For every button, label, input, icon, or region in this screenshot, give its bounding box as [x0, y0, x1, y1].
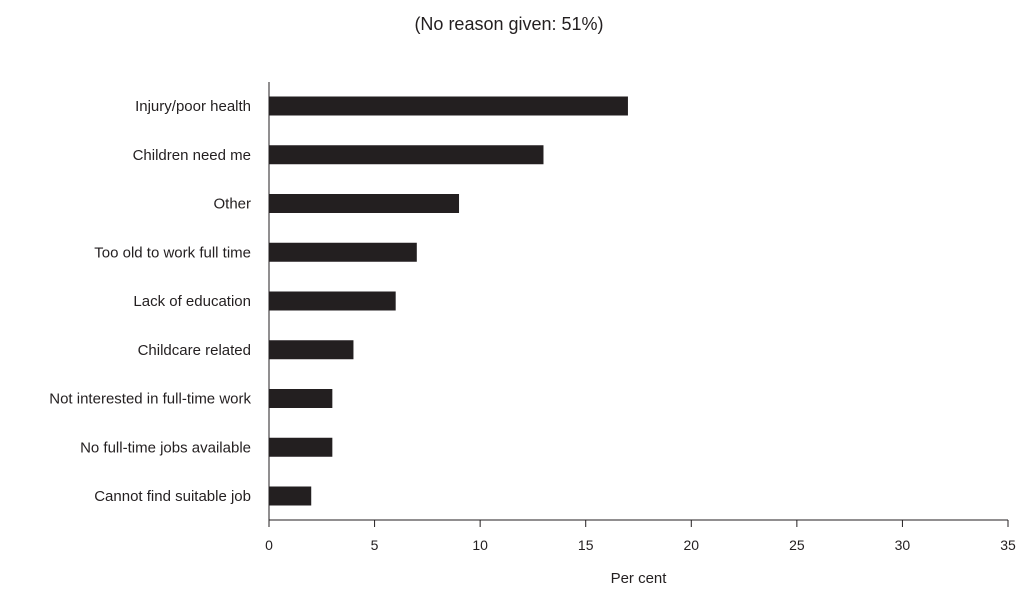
category-label-2: Other: [213, 196, 251, 213]
category-label-1: Children need me: [133, 147, 251, 164]
bar-4: [269, 291, 396, 311]
x-tick-label-0: 0: [265, 537, 273, 553]
category-label-7: No full-time jobs available: [80, 439, 251, 456]
bar-8: [269, 486, 312, 506]
category-label-0: Injury/poor health: [135, 98, 251, 115]
bar-5: [269, 340, 354, 360]
chart-subtitle: (No reason given: 51%): [414, 14, 604, 34]
bar-1: [269, 145, 544, 165]
x-tick-label-5: 25: [789, 537, 805, 553]
x-tick-label-3: 15: [578, 537, 594, 553]
bar-7: [269, 437, 333, 457]
x-axis-label: Per cent: [611, 570, 668, 587]
category-label-8: Cannot find suitable job: [94, 488, 251, 505]
category-label-5: Childcare related: [138, 342, 251, 359]
x-tick-label-6: 30: [895, 537, 911, 553]
x-tick-label-7: 35: [1000, 537, 1016, 553]
bar-6: [269, 389, 333, 408]
x-tick-label-4: 20: [683, 537, 699, 553]
x-tick-label-1: 5: [371, 537, 379, 553]
bar-2: [269, 194, 460, 213]
category-label-4: Lack of education: [133, 293, 251, 310]
bar-0: [269, 96, 628, 116]
category-label-6: Not interested in full-time work: [49, 391, 251, 408]
category-label-3: Too old to work full time: [94, 244, 251, 261]
x-tick-label-2: 10: [472, 537, 488, 553]
bar-3: [269, 242, 417, 262]
